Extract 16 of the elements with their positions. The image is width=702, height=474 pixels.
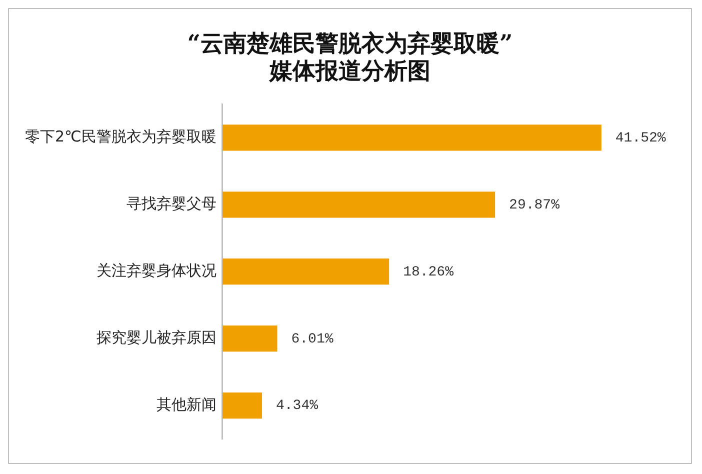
bar <box>222 124 602 151</box>
bar <box>222 192 496 218</box>
data-label: 18.26% <box>403 264 454 280</box>
data-label: 41.52% <box>615 130 666 146</box>
chart-title: “云南楚雄民警脱衣为弃婴取暖” 媒体报道分析图 <box>187 30 513 84</box>
data-label: 29.87% <box>509 197 560 214</box>
y-tick-label: 关注弃婴身体状况 <box>96 261 216 280</box>
y-tick-label: 探究婴儿被弃原因 <box>96 328 216 346</box>
bar <box>222 326 278 352</box>
y-tick-label: 零下2℃民警脱衣为弃婴取暖 <box>25 128 216 146</box>
y-tick-label: 其他新闻 <box>156 395 216 414</box>
bar <box>222 392 262 419</box>
bar <box>222 258 390 285</box>
y-tick-label: 寻找弃婴父母 <box>126 194 216 213</box>
data-label: 6.01% <box>291 331 334 348</box>
data-label: 4.34% <box>276 398 319 414</box>
